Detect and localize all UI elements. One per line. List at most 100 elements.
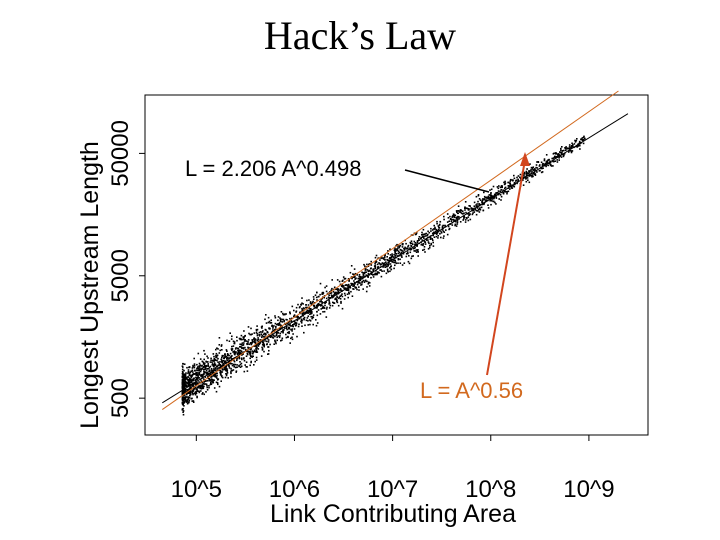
data-point xyxy=(218,352,221,354)
data-point xyxy=(242,353,244,355)
data-point xyxy=(353,273,355,276)
data-point xyxy=(496,192,499,194)
data-point xyxy=(210,368,213,370)
data-point xyxy=(311,316,314,318)
data-point xyxy=(474,209,477,211)
data-point xyxy=(528,181,531,184)
data-point xyxy=(509,182,511,185)
data-point xyxy=(387,271,389,273)
data-point xyxy=(529,174,532,177)
data-point xyxy=(347,278,350,280)
data-point xyxy=(195,376,197,379)
data-point xyxy=(340,302,342,304)
data-point xyxy=(328,294,330,296)
data-point xyxy=(346,285,349,287)
data-point xyxy=(494,193,497,196)
data-point xyxy=(414,250,417,252)
data-point xyxy=(571,142,573,145)
data-point xyxy=(354,286,356,288)
data-point xyxy=(196,381,198,384)
y-tick-label: 5000 xyxy=(107,249,134,302)
data-point xyxy=(409,251,412,254)
data-point xyxy=(401,256,403,258)
data-point xyxy=(242,336,245,339)
data-point xyxy=(201,360,204,363)
data-point xyxy=(274,341,277,343)
data-point xyxy=(255,351,257,353)
data-point xyxy=(208,368,210,370)
data-point xyxy=(186,366,188,369)
data-point xyxy=(581,137,584,139)
data-point xyxy=(468,214,470,216)
data-point xyxy=(483,203,485,206)
data-point xyxy=(184,397,186,399)
data-point xyxy=(364,279,367,282)
data-point xyxy=(295,306,298,309)
data-point xyxy=(291,317,293,320)
data-point xyxy=(500,199,502,201)
data-point xyxy=(331,304,334,307)
data-point xyxy=(352,285,354,287)
data-point xyxy=(358,274,361,276)
data-point xyxy=(504,180,506,183)
data-point xyxy=(523,171,526,174)
data-point xyxy=(326,306,328,309)
data-point xyxy=(192,389,195,391)
data-point xyxy=(301,310,303,312)
data-point xyxy=(254,342,257,345)
data-point xyxy=(303,318,305,321)
data-point xyxy=(570,151,573,154)
data-point xyxy=(510,186,513,188)
data-point xyxy=(442,230,445,233)
data-point xyxy=(225,360,227,362)
data-point xyxy=(189,381,191,383)
data-point xyxy=(196,373,198,375)
data-point xyxy=(316,306,318,309)
data-point xyxy=(243,330,245,332)
data-point xyxy=(303,317,305,320)
data-point xyxy=(301,309,304,311)
data-point xyxy=(457,210,460,212)
data-point xyxy=(423,246,426,248)
data-point xyxy=(249,333,251,336)
data-point xyxy=(281,321,284,323)
data-point xyxy=(308,299,310,301)
data-point xyxy=(184,376,187,378)
data-point xyxy=(236,347,239,350)
data-point xyxy=(525,172,528,174)
data-point xyxy=(211,372,214,375)
data-point xyxy=(322,305,324,308)
data-point xyxy=(533,168,536,170)
data-point xyxy=(238,351,240,354)
data-point xyxy=(261,341,264,344)
data-point xyxy=(223,367,225,369)
data-point xyxy=(253,349,256,352)
data-point xyxy=(256,351,259,353)
data-point xyxy=(291,330,293,332)
data-point xyxy=(375,260,377,262)
data-point xyxy=(184,379,187,381)
data-point xyxy=(532,172,535,174)
data-point xyxy=(449,215,451,218)
data-point xyxy=(469,218,472,221)
data-point xyxy=(305,306,307,309)
data-point xyxy=(315,296,318,299)
data-point xyxy=(472,212,474,214)
data-point xyxy=(305,319,308,322)
data-point xyxy=(230,355,232,358)
data-point xyxy=(216,366,218,368)
data-point xyxy=(436,229,439,232)
data-point xyxy=(251,340,254,343)
data-point xyxy=(251,342,253,344)
data-point xyxy=(372,276,375,278)
data-point xyxy=(183,381,186,384)
data-point xyxy=(409,241,412,244)
data-point xyxy=(210,378,213,380)
data-point xyxy=(279,319,282,322)
data-point xyxy=(187,372,189,375)
data-point xyxy=(241,358,243,361)
data-point xyxy=(198,362,201,365)
data-point xyxy=(182,397,184,399)
data-point xyxy=(316,299,318,301)
data-point xyxy=(360,284,362,286)
